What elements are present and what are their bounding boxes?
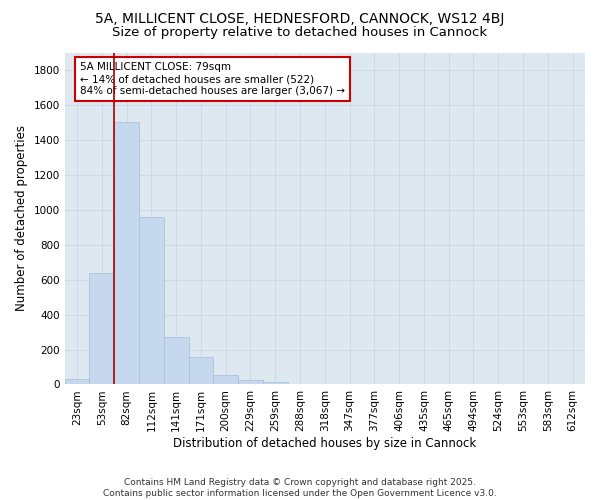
Bar (164, 338, 188, 384)
Text: 5A MILLICENT CLOSE: 79sqm
← 14% of detached houses are smaller (522)
84% of semi: 5A MILLICENT CLOSE: 79sqm ← 14% of detac… (80, 62, 345, 96)
Text: Size of property relative to detached houses in Cannock: Size of property relative to detached ho… (112, 26, 488, 39)
Bar (188, 358, 214, 384)
Bar (214, 375, 238, 384)
Bar (139, 216, 164, 384)
Bar (263, 382, 287, 384)
Bar (65, 379, 89, 384)
Text: 5A, MILLICENT CLOSE, HEDNESFORD, CANNOCK, WS12 4BJ: 5A, MILLICENT CLOSE, HEDNESFORD, CANNOCK… (95, 12, 505, 26)
X-axis label: Distribution of detached houses by size in Cannock: Distribution of detached houses by size … (173, 437, 476, 450)
Bar (114, 122, 139, 384)
Bar (238, 380, 263, 384)
Text: Contains HM Land Registry data © Crown copyright and database right 2025.
Contai: Contains HM Land Registry data © Crown c… (103, 478, 497, 498)
Bar (89, 272, 114, 384)
Y-axis label: Number of detached properties: Number of detached properties (15, 126, 28, 312)
